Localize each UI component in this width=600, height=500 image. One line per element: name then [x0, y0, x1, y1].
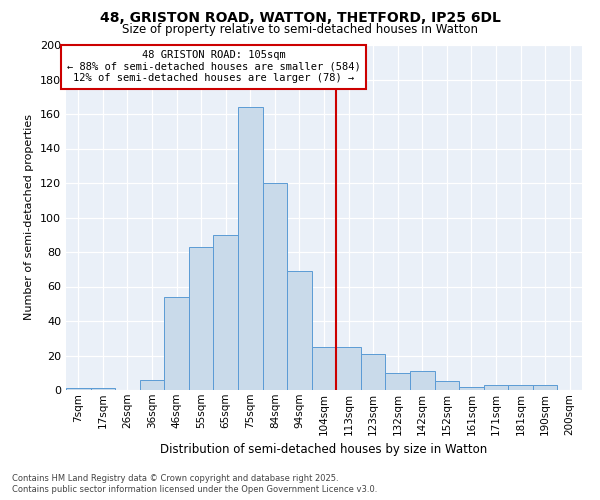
- Bar: [263, 183, 287, 390]
- Text: Size of property relative to semi-detached houses in Watton: Size of property relative to semi-detach…: [122, 22, 478, 36]
- Bar: [189, 247, 214, 390]
- Bar: [533, 385, 557, 390]
- Bar: [312, 347, 336, 390]
- Title: 48, GRISTON ROAD, WATTON, THETFORD, IP25 6DL
Size of property relative to semi-d: 48, GRISTON ROAD, WATTON, THETFORD, IP25…: [0, 499, 1, 500]
- X-axis label: Distribution of semi-detached houses by size in Watton: Distribution of semi-detached houses by …: [160, 443, 488, 456]
- Bar: [361, 354, 385, 390]
- Text: Contains HM Land Registry data © Crown copyright and database right 2025.
Contai: Contains HM Land Registry data © Crown c…: [12, 474, 377, 494]
- Bar: [214, 235, 238, 390]
- Bar: [434, 382, 459, 390]
- Bar: [385, 373, 410, 390]
- Bar: [238, 107, 263, 390]
- Bar: [459, 386, 484, 390]
- Bar: [484, 385, 508, 390]
- Text: 48, GRISTON ROAD, WATTON, THETFORD, IP25 6DL: 48, GRISTON ROAD, WATTON, THETFORD, IP25…: [100, 11, 500, 25]
- Bar: [66, 388, 91, 390]
- Bar: [410, 371, 434, 390]
- Bar: [164, 297, 189, 390]
- Bar: [91, 388, 115, 390]
- Bar: [287, 271, 312, 390]
- Bar: [508, 385, 533, 390]
- Bar: [140, 380, 164, 390]
- Text: 48 GRISTON ROAD: 105sqm
← 88% of semi-detached houses are smaller (584)
12% of s: 48 GRISTON ROAD: 105sqm ← 88% of semi-de…: [67, 50, 361, 84]
- Bar: [336, 347, 361, 390]
- Y-axis label: Number of semi-detached properties: Number of semi-detached properties: [25, 114, 34, 320]
